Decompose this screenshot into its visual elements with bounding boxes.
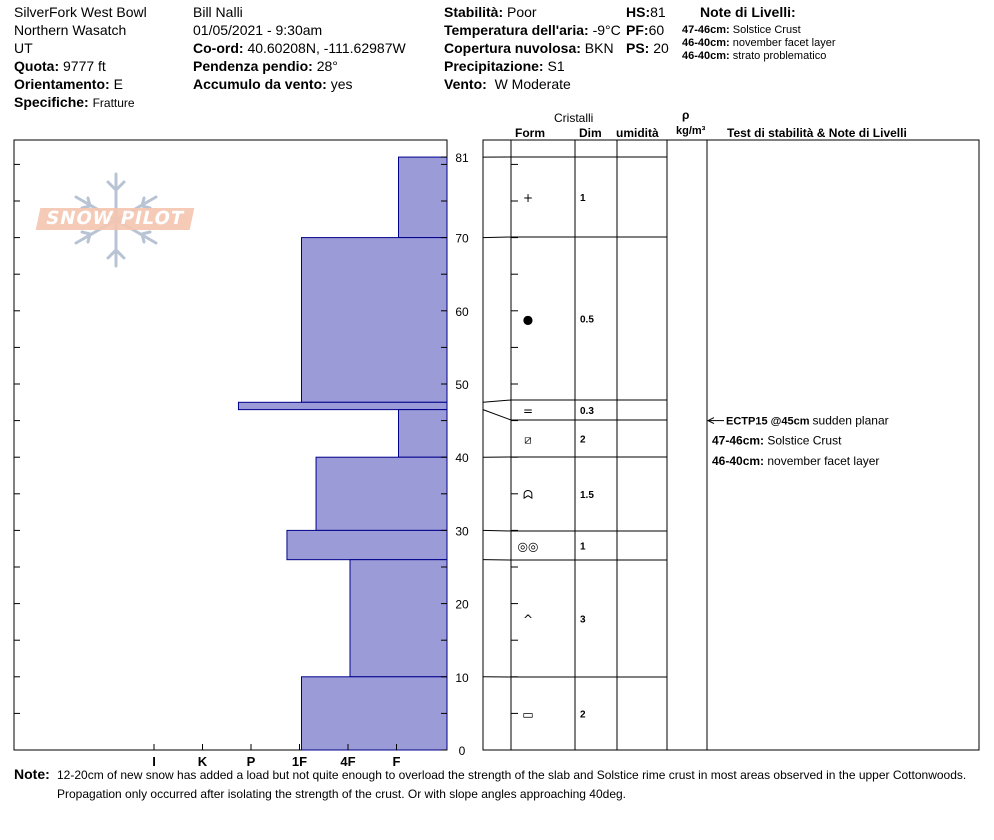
grain-form-symbol: + [523, 191, 533, 205]
grain-form-symbol: ▭ [522, 708, 533, 722]
size-header: Dim [579, 126, 602, 140]
depth-tick-label: 30 [455, 524, 469, 538]
slope-angle: Pendenza pendio: 28° [193, 58, 338, 74]
layer-notes-title: Note di Livelli: [700, 4, 796, 20]
hardness-tick-label: F [393, 754, 401, 769]
wind-loading: Accumulo da vento: yes [193, 76, 353, 92]
depth-tick-label: 0 [459, 744, 466, 758]
mountain-range: Northern Wasatch [14, 22, 127, 38]
hardness-bar [301, 676, 448, 751]
depth-tick-label: 10 [455, 671, 469, 685]
state: UT [14, 40, 33, 56]
ski-penetration: PS: 20 [626, 40, 669, 56]
air-temperature: Temperatura dell'aria: -9°C [444, 22, 621, 38]
grain-size-value: 0.3 [580, 406, 594, 417]
grain-size-value: 1.5 [580, 490, 594, 501]
layer-table-frame [482, 139, 980, 751]
depth-tick-label: 20 [455, 598, 469, 612]
pit-depth: PF:60 [626, 22, 665, 38]
hardness-bar [237, 401, 448, 411]
specifics: Specifiche: Fratture [14, 94, 135, 110]
density-symbol: ρ [682, 108, 690, 122]
observer: Bill Nalli [193, 4, 243, 20]
hardness-bar [398, 409, 448, 458]
hardness-bar [315, 456, 448, 531]
depth-tick-label: 60 [455, 305, 469, 319]
layer-note: 46-40cm: november facet layer [682, 37, 836, 49]
grain-form-symbol: ^ [523, 613, 533, 627]
depth-tick-label: 50 [455, 378, 469, 392]
layer-connector [482, 409, 512, 421]
test-note: 46-40cm: november facet layer [712, 454, 879, 468]
arrow-icon [706, 417, 715, 425]
grain-size-value: 2 [580, 710, 586, 721]
crystals-header: Cristalli [554, 111, 594, 125]
cloud-cover: Copertura nuvolosa: BKN [444, 40, 614, 56]
depth-tick-label: 81 [455, 151, 469, 165]
test-note: 47-46cm: Solstice Crust [712, 433, 842, 447]
stability: Stabilità: Poor [444, 4, 537, 20]
snowflake-icon [74, 172, 158, 268]
layer-note: 46-40cm: strato problematico [682, 50, 827, 62]
hardness-tick-label: 1F [292, 754, 307, 769]
snowpilot-logo: SNOW PILOT [35, 170, 196, 270]
hardness-bar [301, 237, 448, 403]
hardness-tick-label: K [198, 754, 208, 769]
hardness-tick-label: 4F [340, 754, 355, 769]
grain-form-symbol: = [523, 404, 533, 418]
grain-form-symbol: ◎◎ [518, 540, 539, 554]
hardness-bar [349, 559, 448, 678]
notes-line-1: 12-20cm of new snow has added a load but… [57, 768, 967, 782]
wind: Vento: W Moderate [444, 76, 571, 92]
layer-connector [482, 529, 512, 532]
hardness-bar [398, 156, 448, 239]
form-header: Form [515, 126, 545, 140]
notes-label: Note: [14, 766, 50, 782]
stability-tests-header: Test di stabilità & Note di Livelli [727, 126, 907, 140]
coordinates: Co-ord: 40.60208N, -111.62987W [193, 40, 406, 56]
hardness-tick-label: P [247, 754, 256, 769]
grain-form-symbol: ᗣ [523, 488, 533, 502]
hardness-bar [286, 529, 448, 561]
grain-form-symbol: ⧄ [524, 433, 532, 447]
layer-connector [482, 236, 512, 239]
moisture-header: umidità [616, 126, 659, 140]
hardness-tick-label: I [152, 754, 156, 769]
layer-note: 47-46cm: Solstice Crust [682, 24, 801, 36]
density-unit: kg/m³ [676, 125, 706, 137]
grain-size-value: 3 [580, 615, 586, 626]
depth-tick-label: 40 [455, 451, 469, 465]
grain-size-value: 2 [580, 435, 586, 446]
layer-connector [482, 399, 512, 403]
aspect: Orientamento: E [14, 76, 123, 92]
location: SilverFork West Bowl [14, 4, 147, 20]
elevation: Quota: 9777 ft [14, 58, 106, 74]
test-note: ECTP15 @45cm sudden planar [726, 414, 889, 428]
snow-height: HS:81 [626, 4, 666, 20]
grain-size-value: 0.5 [580, 315, 594, 326]
grain-size-value: 1 [580, 542, 586, 553]
precipitation: Precipitazione: S1 [444, 58, 565, 74]
grain-form-symbol: ● [523, 313, 533, 327]
depth-tick-label: 70 [455, 232, 469, 246]
notes-line-2: Propagation only occurred after isolatin… [57, 787, 627, 801]
grain-size-value: 1 [580, 193, 586, 204]
date-time: 01/05/2021 - 9:30am [193, 22, 323, 38]
